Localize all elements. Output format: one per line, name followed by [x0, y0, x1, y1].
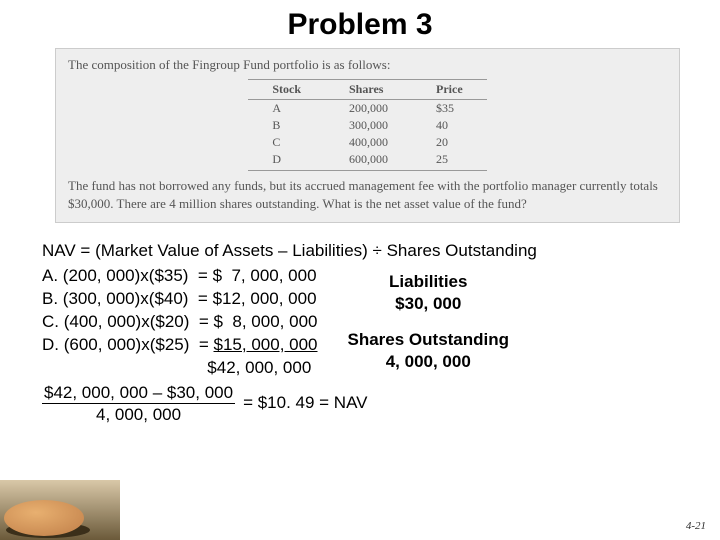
table-cell: 25	[412, 151, 487, 171]
calc-line: A. (200, 000)x($35) = $ 7, 000, 000	[42, 265, 318, 288]
liabilities-value: $30, 000	[348, 293, 510, 315]
table-cell: D	[248, 151, 325, 171]
portfolio-table: StockSharesPrice A200,000$35B300,00040C4…	[248, 79, 486, 171]
final-result: = $10. 49 = NAV	[235, 382, 367, 413]
page-title: Problem 3	[0, 0, 720, 48]
table-cell: 400,000	[325, 134, 412, 151]
solution-block: NAV = (Market Value of Assets – Liabilit…	[42, 241, 680, 425]
shares-outstanding-value: 4, 000, 000	[348, 351, 510, 373]
table-cell: 200,000	[325, 100, 412, 118]
table-cell: $35	[412, 100, 487, 118]
table-cell: C	[248, 134, 325, 151]
table-cell: 40	[412, 117, 487, 134]
fraction-numerator: $42, 000, 000 – $30, 000	[42, 382, 235, 404]
problem-body-text: The fund has not borrowed any funds, but…	[68, 177, 667, 212]
table-cell: 600,000	[325, 151, 412, 171]
nav-formula: NAV = (Market Value of Assets – Liabilit…	[42, 241, 680, 261]
table-row: C400,00020	[248, 134, 486, 151]
table-cell: 300,000	[325, 117, 412, 134]
calc-line: $42, 000, 000	[42, 357, 318, 380]
final-fraction: $42, 000, 000 – $30, 000 4, 000, 000	[42, 382, 235, 426]
liabilities-label: Liabilities	[348, 271, 510, 293]
page-number: 4-21	[686, 520, 706, 532]
table-header: Shares	[325, 80, 412, 100]
table-header: Stock	[248, 80, 325, 100]
problem-intro-text: The composition of the Fingroup Fund por…	[68, 57, 667, 73]
shares-outstanding-label: Shares Outstanding	[348, 329, 510, 351]
calc-line: C. (400, 000)x($20) = $ 8, 000, 000	[42, 311, 318, 334]
calc-line: B. (300, 000)x($40) = $12, 000, 000	[42, 288, 318, 311]
table-row: A200,000$35	[248, 100, 486, 118]
table-cell: B	[248, 117, 325, 134]
problem-statement-box: The composition of the Fingroup Fund por…	[55, 48, 680, 223]
final-computation: $42, 000, 000 – $30, 000 4, 000, 000 = $…	[42, 382, 680, 426]
side-annotations: Liabilities $30, 000 Shares Outstanding …	[348, 271, 510, 373]
table-header: Price	[412, 80, 487, 100]
calculation-lines: A. (200, 000)x($35) = $ 7, 000, 000B. (3…	[42, 265, 318, 380]
table-cell: A	[248, 100, 325, 118]
table-row: D600,00025	[248, 151, 486, 171]
table-row: B300,00040	[248, 117, 486, 134]
calc-line: D. (600, 000)x($25) = $15, 000, 000	[42, 334, 318, 357]
table-cell: 20	[412, 134, 487, 151]
decorative-stone-image	[0, 480, 120, 540]
fraction-denominator: 4, 000, 000	[42, 404, 235, 425]
